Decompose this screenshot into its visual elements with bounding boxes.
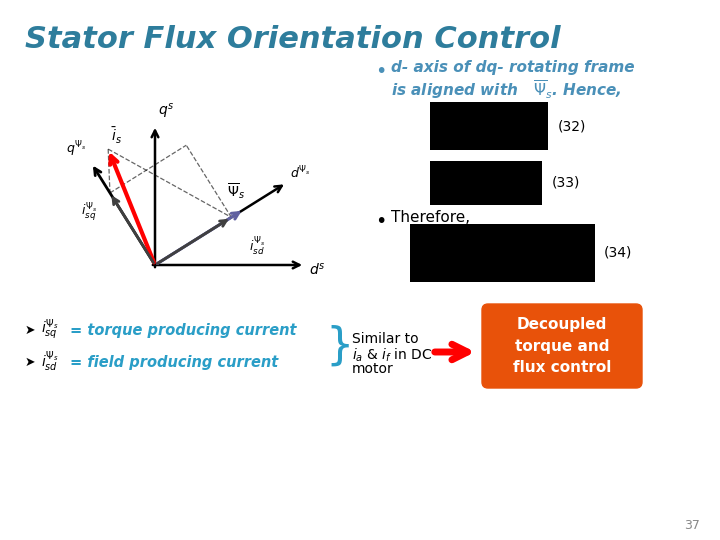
Bar xyxy=(430,161,542,205)
Text: $i_{sd}^{\Psi_s}$: $i_{sd}^{\Psi_s}$ xyxy=(41,350,59,374)
Text: $i_{sq}^{\Psi_s}$: $i_{sq}^{\Psi_s}$ xyxy=(81,201,98,223)
Bar xyxy=(410,224,595,282)
Text: $i_{sq}^{\Psi_s}$: $i_{sq}^{\Psi_s}$ xyxy=(41,318,59,342)
Text: $i_{sd}^{\Psi_s}$: $i_{sd}^{\Psi_s}$ xyxy=(249,235,266,257)
Text: (34): (34) xyxy=(604,246,632,260)
Text: ➤: ➤ xyxy=(25,355,35,368)
Text: Therefore,: Therefore, xyxy=(391,210,470,225)
Text: Decoupled
torque and
flux control: Decoupled torque and flux control xyxy=(513,318,611,375)
Text: motor: motor xyxy=(352,362,394,376)
Text: $d^s$: $d^s$ xyxy=(309,262,325,278)
FancyBboxPatch shape xyxy=(482,304,642,388)
Text: Similar to: Similar to xyxy=(352,332,418,346)
Text: = torque producing current: = torque producing current xyxy=(70,322,297,338)
Text: •: • xyxy=(375,212,387,231)
Text: •: • xyxy=(375,62,387,81)
Text: d- axis of dq- rotating frame: d- axis of dq- rotating frame xyxy=(391,60,634,75)
Text: Stator Flux Orientation Control: Stator Flux Orientation Control xyxy=(25,25,561,54)
Text: $q^s$: $q^s$ xyxy=(158,102,174,121)
Text: (32): (32) xyxy=(558,119,586,133)
Text: $i_a$ & $i_f$ in DC: $i_a$ & $i_f$ in DC xyxy=(352,347,433,365)
Text: (33): (33) xyxy=(552,176,580,190)
Text: }: } xyxy=(325,325,354,368)
Text: is aligned with   $\overline{\Psi}_s$. Hence,: is aligned with $\overline{\Psi}_s$. Hen… xyxy=(391,78,621,101)
Bar xyxy=(430,102,548,150)
Text: 37: 37 xyxy=(684,519,700,532)
Text: $\overline{\Psi}_s$: $\overline{\Psi}_s$ xyxy=(227,181,245,201)
Text: = field producing current: = field producing current xyxy=(70,354,278,369)
Text: ➤: ➤ xyxy=(25,323,35,336)
Text: $d^{\Psi_s}$: $d^{\Psi_s}$ xyxy=(290,164,312,181)
Text: $q^{\Psi_s}$: $q^{\Psi_s}$ xyxy=(66,140,86,159)
Text: $\bar{i}_s$: $\bar{i}_s$ xyxy=(111,126,122,146)
